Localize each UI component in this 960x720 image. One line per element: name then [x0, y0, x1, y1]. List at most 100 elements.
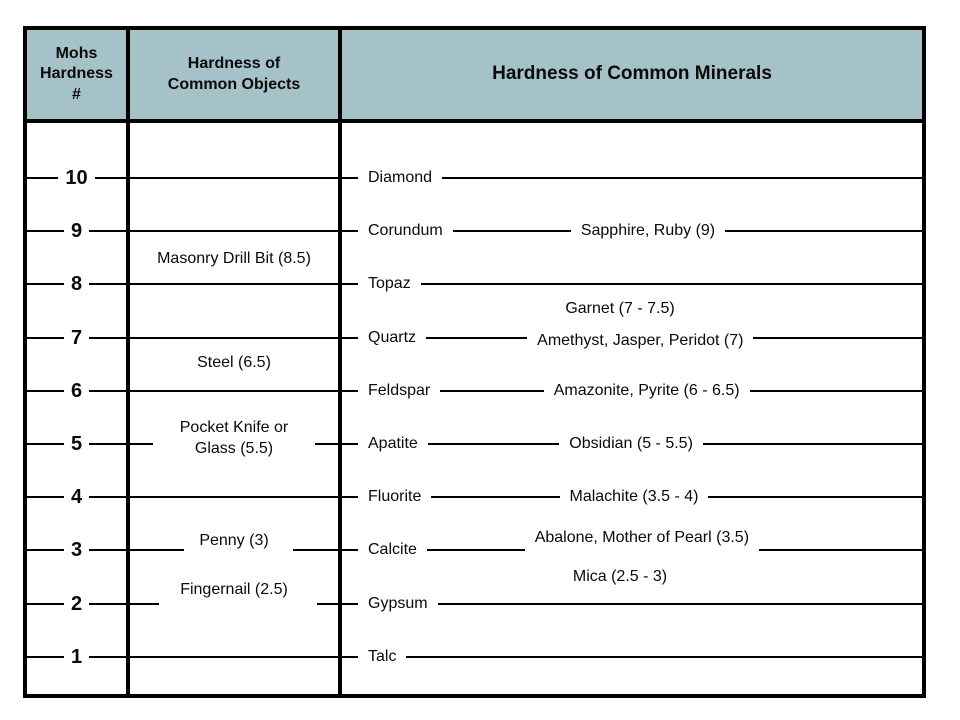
- object-label: Penny (3): [199, 532, 269, 549]
- axis-tick-label: 2: [70, 592, 83, 615]
- mineral-row: Gypsum: [342, 591, 922, 617]
- mineral-name: Diamond: [368, 169, 433, 186]
- tick-line-left: [27, 177, 59, 179]
- mineral-connector-line: [427, 443, 560, 445]
- object-grid-line-segment: [130, 549, 184, 552]
- tick-line-right: [89, 655, 126, 658]
- axis-tick-label: 9: [70, 220, 83, 243]
- axis-tick-row: 4: [27, 485, 126, 509]
- object-grid-line-segment: [130, 602, 159, 605]
- tick-line-left: [27, 230, 64, 233]
- axis-tick-row: 3: [27, 538, 126, 562]
- axis-tick-row: 9: [27, 219, 126, 243]
- object-grid-line: [130, 336, 338, 339]
- tick-line-left: [27, 549, 64, 552]
- tick-line-right: [89, 336, 126, 339]
- object-grid-line: [130, 655, 338, 658]
- mineral-connector-line: [725, 230, 922, 233]
- mineral-stub-line: [342, 389, 358, 392]
- tick-line-right: [89, 496, 126, 499]
- mineral-connector-line: [749, 389, 922, 392]
- object-grid-line: [130, 496, 338, 499]
- mineral-name: Quartz: [368, 328, 417, 346]
- gem-label: Amethyst, Jasper, Peridot (7): [537, 331, 744, 349]
- tick-line-left: [27, 336, 64, 339]
- axis-tick-label: 1: [70, 645, 83, 668]
- object-label: Masonry Drill Bit (8.5): [157, 250, 311, 267]
- object-grid-line-segment: [130, 443, 153, 445]
- object-label: Steel (6.5): [197, 354, 271, 371]
- tick-line-left: [27, 283, 64, 286]
- tick-line-left: [27, 602, 64, 605]
- object-label: Fingernail (2.5): [180, 581, 288, 598]
- mineral-connector-line: [452, 230, 571, 233]
- tick-line-left: [27, 496, 64, 499]
- axis-tick-row: 6: [27, 379, 126, 403]
- mineral-stub-line: [342, 602, 358, 605]
- mineral-name: Gypsum: [368, 594, 428, 612]
- mineral-connector-line: [440, 389, 544, 392]
- mineral-connector-line: [437, 602, 922, 605]
- mineral-connector-line: [442, 177, 922, 179]
- axis-tick-row: 5: [27, 432, 126, 456]
- mineral-stub-line: [342, 549, 358, 552]
- mineral-name: Corundum: [368, 222, 443, 240]
- mineral-row: Apatite Obsidian (5 - 5.5): [342, 431, 922, 457]
- mineral-connector-line: [708, 496, 922, 499]
- gem-label: Abalone, Mother of Pearl (3.5): [534, 529, 750, 547]
- axis-tick-label: 10: [65, 167, 88, 189]
- tick-line-right: [89, 549, 126, 552]
- mineral-connector-line: [431, 496, 560, 499]
- mineral-row: Topaz: [342, 271, 922, 297]
- object-grid-line: [130, 389, 338, 392]
- axis-tick-row: 2: [27, 592, 126, 616]
- tick-line-left: [27, 655, 64, 658]
- mineral-stub-line: [342, 336, 358, 339]
- tick-line-left: [27, 443, 64, 445]
- mineral-stub-line: [342, 283, 358, 286]
- mineral-row: Quartz Amethyst, Jasper, Peridot (7): [342, 325, 922, 351]
- object-grid-line-segment: [293, 549, 338, 552]
- object-grid-line: [130, 177, 338, 179]
- mineral-stub-line: [342, 496, 358, 499]
- floating-gem-label: Garnet (7 - 7.5): [565, 300, 675, 317]
- tick-line-right: [89, 283, 126, 286]
- object-label: Pocket Knife or Glass (5.5): [179, 419, 289, 457]
- axis-tick-label: 5: [70, 433, 83, 455]
- header-common-objects: Hardness of Common Objects: [167, 55, 301, 93]
- header-common-minerals: Hardness of Common Minerals: [492, 63, 772, 85]
- axis-tick-label: 8: [70, 273, 83, 296]
- mineral-connector-line: [753, 336, 922, 339]
- mineral-row: Corundum Sapphire, Ruby (9): [342, 218, 922, 244]
- object-grid-line-segment: [317, 602, 338, 605]
- column-divider-1: [126, 26, 130, 698]
- header-mohs-hardness-number: Mohs Hardness #: [40, 44, 113, 103]
- mineral-stub-line: [342, 655, 358, 658]
- object-grid-line: [130, 230, 338, 233]
- mineral-connector-line: [759, 549, 922, 552]
- axis-tick-row: 8: [27, 272, 126, 296]
- mineral-name: Talc: [368, 647, 397, 665]
- object-grid-line-segment: [315, 443, 338, 445]
- tick-line-right: [89, 443, 126, 445]
- mineral-row: Talc: [342, 644, 922, 670]
- mineral-name: Calcite: [368, 541, 417, 559]
- mineral-row: Feldspar Amazonite, Pyrite (6 - 6.5): [342, 378, 922, 404]
- mineral-row: Fluorite Malachite (3.5 - 4): [342, 484, 922, 510]
- axis-tick-label: 7: [70, 326, 83, 349]
- mineral-stub-line: [342, 230, 358, 233]
- gem-label: Amazonite, Pyrite (6 - 6.5): [553, 381, 740, 399]
- mineral-stub-line: [342, 177, 358, 179]
- mineral-name: Fluorite: [368, 488, 422, 506]
- axis-tick-label: 6: [70, 379, 83, 402]
- gem-label: Sapphire, Ruby (9): [580, 222, 716, 240]
- tick-line-right: [89, 389, 126, 392]
- axis-tick-row: 1: [27, 645, 126, 669]
- mineral-connector-line: [406, 655, 922, 658]
- mineral-connector-line: [426, 336, 528, 339]
- mineral-name: Feldspar: [368, 381, 431, 399]
- gem-label: Obsidian (5 - 5.5): [569, 435, 693, 452]
- tick-line-right: [89, 230, 126, 233]
- mineral-stub-line: [342, 443, 358, 445]
